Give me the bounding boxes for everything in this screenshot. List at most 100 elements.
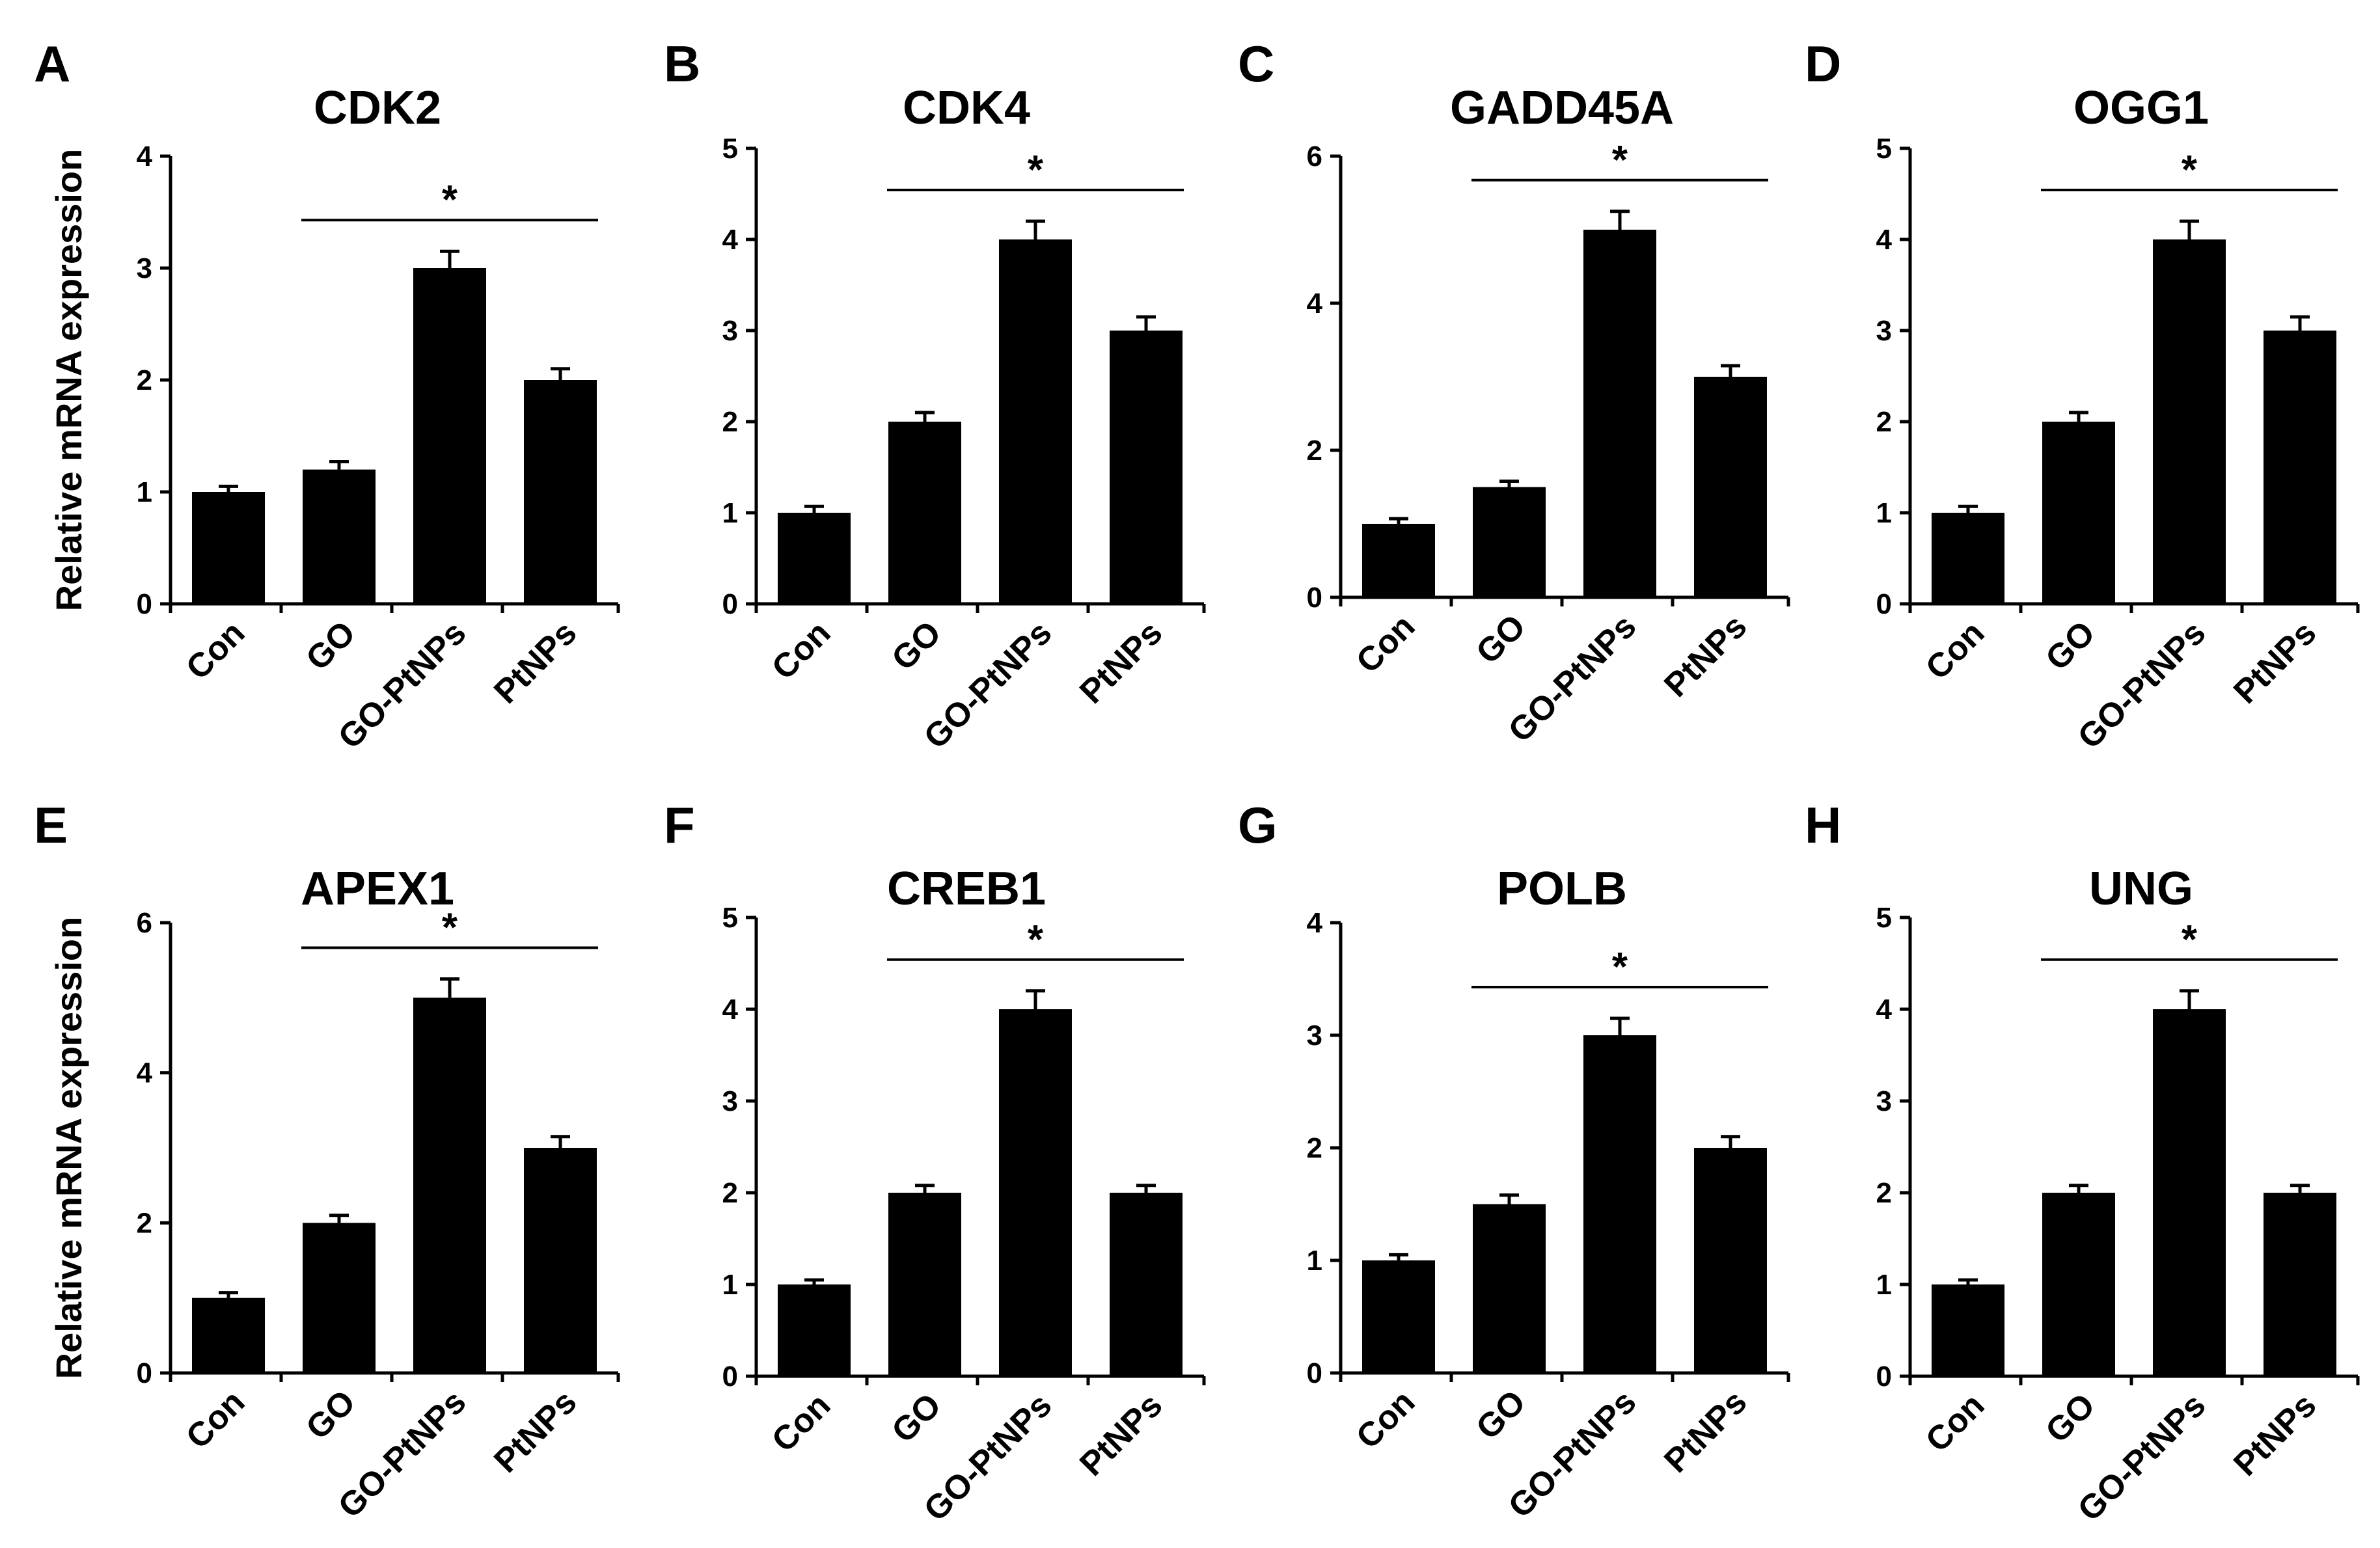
panel-c-errorbar-1	[1499, 479, 1519, 487]
panel-g-errorbar-1	[1499, 1193, 1519, 1204]
panel-b-significance-marker: *	[1028, 148, 1044, 193]
panel-b-bar-2	[999, 239, 1072, 604]
panel-d-ytick-label-0: 0	[1876, 588, 1892, 620]
panel-d-ytick-label-2: 2	[1876, 406, 1892, 438]
panel-b-errorbar-1	[915, 411, 935, 422]
panel-f-xlabel-3: PtNPs	[1073, 1386, 1169, 1483]
panel-d-bar-2	[2153, 239, 2226, 604]
panel-g-xlabel-0: Con	[1349, 1383, 1422, 1456]
panel-b-bar-1	[888, 422, 961, 604]
panel-c-bar-1	[1473, 487, 1546, 597]
panel-f-title: CREB1	[887, 863, 1046, 915]
panel-h-bar-2	[2153, 1009, 2226, 1376]
panel-b-ytick-label-2: 2	[722, 406, 738, 438]
panel-h-bar-0	[1932, 1284, 2004, 1376]
panel-e-title: APEX1	[301, 863, 454, 915]
panel-e-errorbar-0	[219, 1291, 238, 1298]
panel-c-letter: C	[1238, 35, 1274, 92]
panel-d-xlabel-0: Con	[1919, 614, 1991, 686]
panel-e-errorbar-1	[329, 1214, 349, 1223]
panel-e-bar-2	[413, 998, 486, 1373]
panel-h-errorbar-1	[2069, 1184, 2088, 1193]
panel-h-bar-1	[2042, 1193, 2115, 1376]
panel-b-xlabel-3: PtNPs	[1073, 614, 1169, 711]
panel-g-xlabel-3: PtNPs	[1657, 1383, 1754, 1480]
panel-g-bar-3	[1694, 1148, 1767, 1373]
panel-f-xlabel-0: Con	[765, 1386, 838, 1459]
panel-c-xlabel-3: PtNPs	[1657, 607, 1754, 704]
panel-b-title: CDK4	[903, 82, 1030, 134]
panel-h-title: UNG	[2089, 863, 2193, 915]
panel-a-ylabel: Relative mRNA expression	[48, 149, 89, 612]
panel-a-errorbar-0	[219, 484, 238, 492]
panel-a-errorbar-1	[329, 460, 349, 470]
panel-f-bar-0	[778, 1284, 851, 1376]
panel-a-bar-1	[303, 469, 376, 604]
panel-a-title: CDK2	[314, 82, 441, 134]
panel-d-xlabel-3: PtNPs	[2226, 614, 2323, 711]
panel-g-xlabel-1: GO	[1469, 1383, 1533, 1446]
panel-d-ytick-label-3: 3	[1876, 315, 1892, 347]
panel-b-xlabel-0: Con	[765, 614, 838, 686]
panel-g-ytick-label-4: 4	[1307, 907, 1323, 939]
panel-c-errorbar-3	[1721, 364, 1740, 377]
panel-e-xlabel-1: GO	[299, 1383, 362, 1446]
panel-h-errorbar-0	[1958, 1278, 1978, 1284]
panel-c-bar-2	[1583, 230, 1656, 597]
panel-b-letter: B	[664, 35, 700, 92]
panel-c-xlabel-1: GO	[1469, 607, 1533, 671]
panel-f-xlabel-1: GO	[884, 1386, 948, 1450]
panel-g-ytick-label-2: 2	[1307, 1132, 1322, 1164]
panel-f-errorbar-1	[915, 1184, 935, 1193]
panel-e-bar-1	[303, 1223, 376, 1373]
panel-c-errorbar-0	[1389, 517, 1408, 524]
panel-e-xlabel-3: PtNPs	[487, 1383, 584, 1480]
panel-c-ytick-label-6: 6	[1307, 141, 1322, 172]
panel-d-title: OGG1	[2073, 82, 2209, 134]
panel-e-ytick-label-2: 2	[137, 1207, 152, 1239]
panel-g-significance-marker: *	[1612, 945, 1628, 990]
panel-b-errorbar-0	[804, 504, 824, 513]
panel-g-errorbar-0	[1389, 1253, 1408, 1260]
panel-d-xlabel-1: GO	[2038, 614, 2102, 677]
panel-h-bar-3	[2264, 1193, 2336, 1376]
panel-g-ytick-label-1: 1	[1307, 1245, 1322, 1277]
panel-e-bar-0	[192, 1297, 265, 1373]
panel-c-xlabel-0: Con	[1349, 607, 1422, 680]
panel-f-errorbar-0	[804, 1278, 824, 1284]
panel-f-ytick-label-3: 3	[722, 1085, 738, 1117]
panel-d-errorbar-2	[2180, 219, 2199, 239]
panel-a-errorbar-3	[551, 367, 570, 380]
panel-a-significance-marker: *	[442, 178, 458, 223]
panel-d-ytick-label-4: 4	[1876, 224, 1893, 256]
panel-c-errorbar-2	[1610, 210, 1630, 230]
panel-h-ytick-label-2: 2	[1876, 1177, 1892, 1209]
panel-a-bar-0	[192, 492, 265, 604]
panel-d-ytick-label-5: 5	[1876, 133, 1892, 165]
panel-d-ytick-label-1: 1	[1876, 497, 1892, 529]
panel-c-title: GADD45A	[1450, 82, 1674, 134]
panel-h-ytick-label-3: 3	[1876, 1085, 1892, 1117]
panel-c-significance-marker: *	[1612, 138, 1628, 183]
panel-d-bar-1	[2042, 422, 2115, 604]
panel-f-bar-1	[888, 1193, 961, 1376]
panel-e-letter: E	[34, 796, 68, 854]
panel-g-errorbar-2	[1610, 1016, 1630, 1035]
panel-a-xlabel-1: GO	[299, 614, 362, 677]
panel-b-bar-0	[778, 513, 851, 604]
panel-b-ytick-label-1: 1	[722, 497, 738, 529]
panel-h-xlabel-1: GO	[2038, 1386, 2102, 1450]
panel-g-ytick-label-0: 0	[1307, 1357, 1322, 1389]
panel-a-ytick-label-4: 4	[137, 141, 153, 172]
panel-a-letter: A	[34, 35, 70, 92]
panel-e-errorbar-3	[551, 1135, 570, 1148]
panel-d-errorbar-3	[2290, 315, 2310, 331]
panel-f-errorbar-2	[1026, 989, 1045, 1009]
panel-e-errorbar-2	[440, 977, 459, 998]
panel-a-xlabel-3: PtNPs	[487, 614, 584, 711]
panel-a-errorbar-2	[440, 249, 459, 268]
panel-h-ytick-label-0: 0	[1876, 1361, 1892, 1392]
panel-a-xlabel-0: Con	[179, 614, 252, 686]
panel-f-bar-3	[1110, 1193, 1183, 1376]
